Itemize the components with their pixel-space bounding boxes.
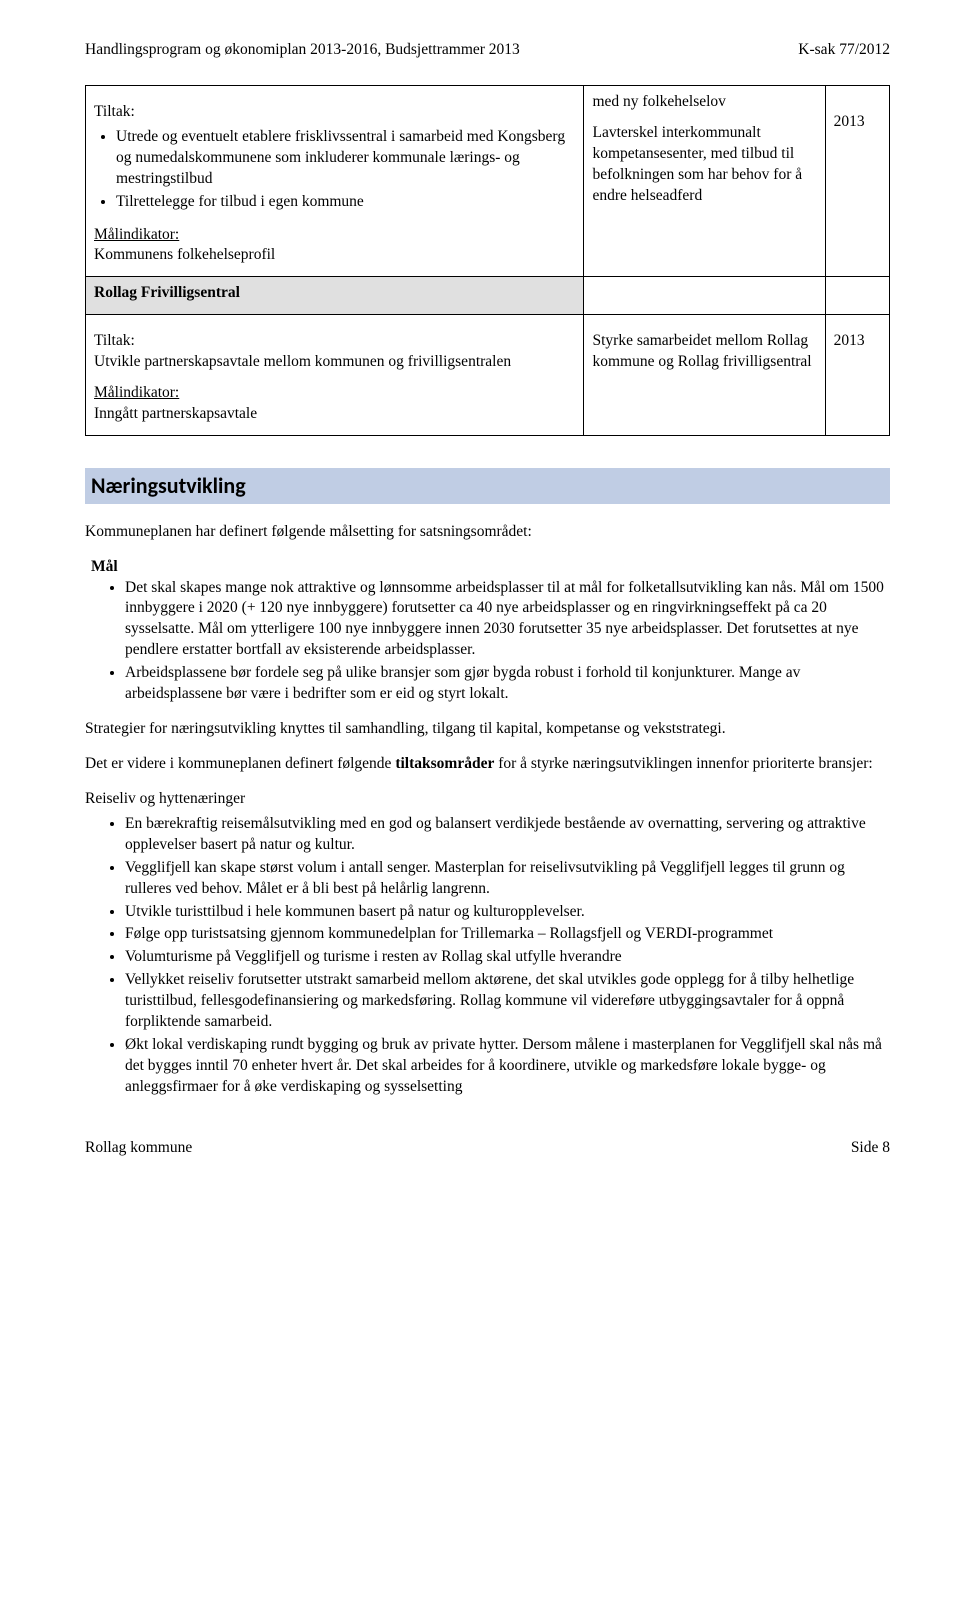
list-item: Det skal skapes mange nok attraktive og … (125, 578, 890, 662)
cell-empty (825, 277, 889, 315)
header-left: Handlingsprogram og økonomiplan 2013-201… (85, 40, 520, 61)
effect-line: med ny folkehelselov (592, 92, 816, 113)
list-item: Tilrettelegge for tilbud i egen kommune (116, 192, 575, 213)
sub-heading: Reiseliv og hyttenæringer (85, 789, 890, 810)
tiltak-label: Tiltak: (94, 102, 575, 123)
cell-year: 2013 (825, 315, 889, 436)
intro-paragraph: Kommuneplanen har definert følgende måls… (85, 522, 890, 543)
tiltak-label: Tiltak: (94, 331, 575, 352)
cell-effect: Styrke samarbeidet mellom Rollag kommune… (584, 315, 825, 436)
malindikator-label: Målindikator: (94, 225, 575, 246)
list-item: Arbeidsplassene bør fordele seg på ulike… (125, 663, 890, 705)
tiltak-table: Tiltak: Utrede og eventuelt etablere fri… (85, 85, 890, 436)
cell-year: 2013 (825, 85, 889, 276)
list-item: Vegglifjell kan skape størst volum i ant… (125, 858, 890, 900)
malindikator-label: Målindikator: (94, 383, 575, 404)
list-item: Vellykket reiseliv forutsetter utstrakt … (125, 970, 890, 1033)
year-value: 2013 (834, 113, 865, 130)
table-row: Rollag Frivilligsentral (86, 277, 890, 315)
page-footer: Rollag kommune Side 8 (85, 1138, 890, 1159)
list-item: Utrede og eventuelt etablere frisklivsse… (116, 127, 575, 190)
list-item: Utvikle turisttilbud i hele kommunen bas… (125, 902, 890, 923)
list-item: Volumturisme på Vegglifjell og turisme i… (125, 947, 890, 968)
list-item: En bærekraftig reisemålsutvikling med en… (125, 814, 890, 856)
footer-right: Side 8 (851, 1138, 890, 1159)
mal-label: Mål (91, 557, 890, 578)
cell-effect: med ny folkehelselov Lavterskel interkom… (584, 85, 825, 276)
table-row: Tiltak: Utrede og eventuelt etablere fri… (86, 85, 890, 276)
cell-empty (584, 277, 825, 315)
list-item: Økt lokal verdiskaping rundt bygging og … (125, 1035, 890, 1098)
body-paragraph: Det er videre i kommuneplanen definert f… (85, 754, 890, 775)
effect-line: Styrke samarbeidet mellom Rollag kommune… (592, 331, 816, 373)
mal-bullets: Det skal skapes mange nok attraktive og … (85, 578, 890, 706)
footer-left: Rollag kommune (85, 1138, 192, 1159)
text-bold: tiltaksområder (395, 755, 494, 772)
section-heading: Næringsutvikling (85, 468, 890, 504)
body-paragraph: Strategier for næringsutvikling knyttes … (85, 719, 890, 740)
tiltak-text: Utvikle partnerskapsavtale mellom kommun… (94, 352, 575, 373)
sub-bullets: En bærekraftig reisemålsutvikling med en… (85, 814, 890, 1098)
cell-tiltak: Tiltak: Utrede og eventuelt etablere fri… (86, 85, 584, 276)
text-fragment: Det er videre i kommuneplanen definert f… (85, 755, 395, 772)
list-item: Følge opp turistsatsing gjennom kommuned… (125, 924, 890, 945)
table-row: Tiltak: Utvikle partnerskapsavtale mello… (86, 315, 890, 436)
cell-section-title: Rollag Frivilligsentral (86, 277, 584, 315)
text-fragment: for å styrke næringsutviklingen innenfor… (494, 755, 872, 772)
header-right: K-sak 77/2012 (798, 40, 890, 61)
malindikator-text: Inngått partnerskapsavtale (94, 404, 575, 425)
tiltak-bullets: Utrede og eventuelt etablere frisklivsse… (94, 127, 575, 213)
malindikator-text: Kommunens folkehelseprofil (94, 245, 575, 266)
cell-tiltak: Tiltak: Utvikle partnerskapsavtale mello… (86, 315, 584, 436)
year-value: 2013 (834, 332, 865, 349)
page-header: Handlingsprogram og økonomiplan 2013-201… (85, 40, 890, 61)
effect-line: Lavterskel interkommunalt kompetansesent… (592, 123, 816, 207)
